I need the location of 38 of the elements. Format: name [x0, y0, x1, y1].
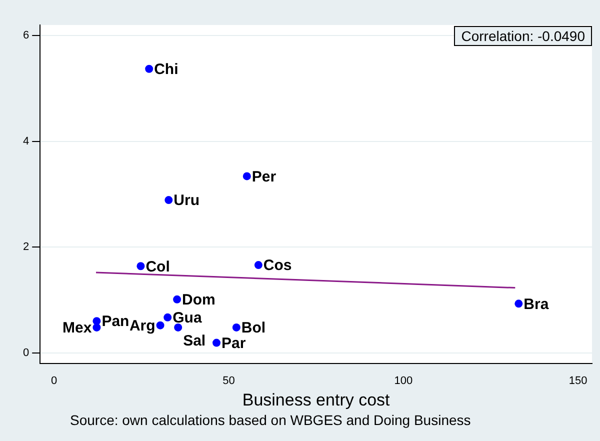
point	[514, 300, 523, 308]
annotation: Bol	[241, 320, 266, 337]
x-tick-label: 150	[568, 375, 588, 388]
x-tick-label: 0	[51, 375, 58, 388]
annotation: Bra	[524, 296, 550, 313]
point	[242, 172, 251, 180]
annotation: Pan	[102, 313, 130, 330]
point	[156, 321, 164, 330]
point	[92, 323, 101, 332]
y-tick-label: 0	[22, 346, 30, 359]
annotation: Col	[146, 258, 170, 276]
y-tick-label: 6	[22, 30, 30, 42]
annotation: Uru	[174, 192, 200, 210]
point	[174, 323, 182, 332]
annotation: Correlation: -0.0490	[454, 26, 592, 46]
annotation: Par	[222, 334, 246, 352]
annotation: Dom	[182, 292, 216, 309]
point	[173, 295, 182, 304]
x-tick-label: 100	[394, 375, 413, 388]
source-note: Source: own calculations based on WBGES and Doing Business	[70, 412, 471, 428]
x-axis-title: Business entry cost	[242, 390, 390, 410]
y-tick-label: 2	[22, 241, 30, 254]
annotation: Mex	[62, 320, 92, 337]
annotation: Sal	[183, 332, 206, 350]
point	[145, 64, 154, 73]
y-tick-label: 4	[22, 135, 30, 148]
annotation: Chi	[154, 61, 178, 78]
point	[164, 196, 173, 204]
point	[232, 323, 240, 332]
point	[254, 261, 262, 270]
point	[212, 338, 221, 347]
point	[136, 262, 145, 270]
point	[164, 313, 172, 322]
annotation: Per	[252, 168, 276, 186]
annotation: Arg	[129, 317, 156, 334]
x-tick-label: 50	[222, 375, 235, 388]
annotation: Gua	[172, 310, 202, 327]
annotation: Cos	[263, 257, 292, 274]
